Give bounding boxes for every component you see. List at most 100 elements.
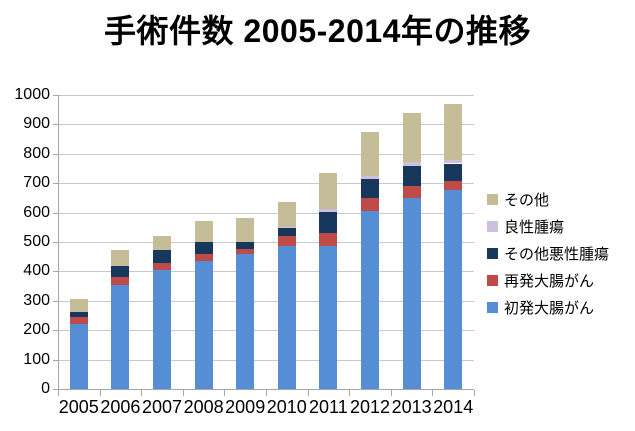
- y-axis-label: 500: [23, 233, 50, 250]
- legend-label: 初発大腸がん: [504, 300, 595, 317]
- gridline-1000: [58, 95, 474, 96]
- bar-segment-2010-再発大腸がん: [278, 236, 296, 247]
- y-axis-tick: [53, 330, 58, 331]
- bar-segment-2014-初発大腸がん: [444, 189, 462, 389]
- legend-item: その他: [487, 186, 609, 213]
- y-axis-tick: [53, 271, 58, 272]
- legend-item: 良性腫瘍: [487, 213, 609, 240]
- y-axis-tick: [53, 124, 58, 125]
- bar-segment-2013-その他悪性腫瘍: [403, 166, 421, 186]
- y-axis-label: 900: [23, 115, 50, 132]
- bar-segment-2009-その他悪性腫瘍: [236, 241, 254, 250]
- bar-segment-2012-再発大腸がん: [361, 198, 379, 212]
- x-axis-tick: [349, 390, 350, 396]
- x-axis-tick: [308, 390, 309, 396]
- bar-segment-2013-その他: [403, 112, 421, 163]
- gridline-400: [58, 271, 474, 272]
- y-axis-label: 100: [23, 351, 50, 368]
- y-axis-tick: [53, 389, 58, 390]
- bar-segment-2013-初発大腸がん: [403, 197, 421, 389]
- x-axis-label-2006: 2006: [100, 397, 141, 417]
- y-axis-line: [58, 95, 59, 390]
- legend-item: 初発大腸がん: [487, 294, 609, 321]
- bar-segment-2010-初発大腸がん: [278, 246, 296, 389]
- legend-swatch-icon: [487, 248, 498, 259]
- x-axis-tick: [432, 390, 433, 396]
- bar-segment-2012-その他悪性腫瘍: [361, 179, 379, 199]
- y-axis-label: 300: [23, 292, 50, 309]
- y-axis-label: 600: [23, 204, 50, 221]
- bar-segment-2007-再発大腸がん: [153, 262, 171, 270]
- x-axis-tick: [100, 390, 101, 396]
- legend-item: その他悪性腫瘍: [487, 240, 609, 267]
- bar-segment-2012-その他: [361, 131, 379, 177]
- bar-segment-2011-その他悪性腫瘍: [319, 211, 337, 233]
- gridline-300: [58, 301, 474, 302]
- bar-segment-2008-再発大腸がん: [195, 254, 213, 262]
- bar-segment-2011-良性腫瘍: [319, 209, 337, 212]
- legend: その他良性腫瘍その他悪性腫瘍 再発大腸がん 初発大腸がん: [487, 186, 609, 321]
- bar-segment-2006-初発大腸がん: [111, 284, 129, 389]
- x-axis-label-2007: 2007: [141, 397, 182, 417]
- legend-swatch-icon: [487, 302, 498, 313]
- y-axis-label: 400: [23, 262, 50, 279]
- gridline-100: [58, 360, 474, 361]
- bar-segment-2012-良性腫瘍: [361, 176, 379, 180]
- y-axis-label: 200: [23, 321, 50, 338]
- bar-segment-2011-初発大腸がん: [319, 245, 337, 389]
- bar-segment-2013-良性腫瘍: [403, 162, 421, 167]
- legend-swatch-icon: [487, 194, 498, 205]
- x-axis-tick: [183, 390, 184, 396]
- y-axis-label: 0: [41, 380, 50, 397]
- bar-segment-2006-その他悪性腫瘍: [111, 265, 129, 277]
- x-axis-tick: [391, 390, 392, 396]
- legend-label: 良性腫瘍: [504, 219, 565, 236]
- gridline-900: [58, 124, 474, 125]
- x-axis-label-2011: 2011: [309, 397, 348, 417]
- x-axis-tick: [141, 390, 142, 396]
- legend-label: 再発大腸がん: [504, 273, 595, 290]
- x-axis-label-2014: 2014: [433, 397, 474, 417]
- y-axis-tick: [53, 154, 58, 155]
- y-axis-label: 800: [23, 145, 50, 162]
- legend-swatch-icon: [487, 275, 498, 286]
- chart-title: 手術件数 2005-2014年の推移: [104, 13, 531, 49]
- x-axis-tick: [266, 390, 267, 396]
- bar-segment-2007-その他悪性腫瘍: [153, 250, 171, 263]
- x-axis-line: [58, 389, 474, 390]
- gridline-200: [58, 330, 474, 331]
- gridline-800: [58, 154, 474, 155]
- gridline-600: [58, 213, 474, 214]
- y-axis-label: 1000: [14, 86, 50, 103]
- bar-segment-2009-その他: [236, 218, 254, 242]
- y-axis-tick: [53, 301, 58, 302]
- bar-segment-2007-初発大腸がん: [153, 269, 171, 389]
- x-axis-tick: [224, 390, 225, 396]
- y-axis-label: 700: [23, 174, 50, 191]
- x-axis-tick: [474, 390, 475, 396]
- bar-segment-2005-その他: [70, 299, 88, 312]
- bar-segment-2008-初発大腸がん: [195, 261, 213, 389]
- bar-segment-2014-その他悪性腫瘍: [444, 163, 462, 182]
- y-axis-tick: [53, 360, 58, 361]
- bar-segment-2005-初発大腸がん: [70, 323, 88, 389]
- gridline-500: [58, 242, 474, 243]
- bar-segment-2009-初発大腸がん: [236, 254, 254, 389]
- bar-segment-2010-良性腫瘍: [278, 227, 296, 229]
- y-axis-tick: [53, 183, 58, 184]
- legend-label: その他悪性腫瘍: [504, 246, 610, 263]
- legend-item: 再発大腸がん: [487, 267, 609, 294]
- bar-segment-2013-再発大腸がん: [403, 185, 421, 198]
- legend-swatch-icon: [487, 221, 498, 232]
- x-axis-tick: [58, 390, 59, 396]
- x-axis-label-2009: 2009: [225, 397, 266, 417]
- y-axis-tick: [53, 242, 58, 243]
- gridline-700: [58, 183, 474, 184]
- bar-segment-2014-その他: [444, 103, 462, 161]
- y-axis-tick: [53, 95, 58, 96]
- x-axis-label-2010: 2010: [266, 397, 307, 417]
- x-axis-label-2005: 2005: [58, 397, 99, 417]
- bar-segment-2009-再発大腸がん: [236, 249, 254, 255]
- x-axis-label-2013: 2013: [391, 397, 432, 417]
